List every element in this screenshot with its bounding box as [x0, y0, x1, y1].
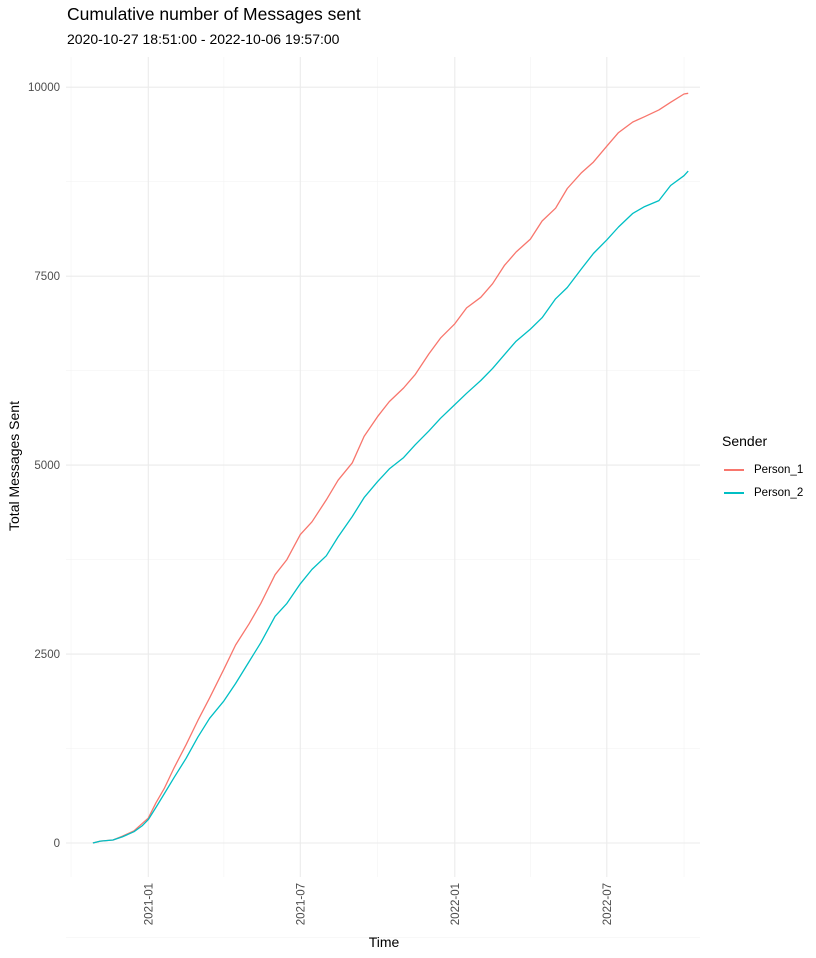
- x-tick-label: 2021-01: [143, 883, 155, 925]
- legend: Sender Person_1 Person_2: [722, 433, 803, 504]
- grid-major: [66, 57, 700, 877]
- y-tick-labels: 0 2500 5000 7500 10000: [28, 82, 60, 850]
- y-tick-label: 7500: [34, 271, 60, 283]
- chart-subtitle: 2020-10-27 18:51:00 - 2022-10-06 19:57:0…: [67, 31, 340, 47]
- series-line-person-2: [92, 170, 689, 844]
- series-line-person-1: [92, 92, 689, 844]
- x-tick-label: 2021-07: [295, 883, 307, 925]
- y-tick-label: 10000: [28, 82, 60, 94]
- x-tick-labels: 2021-01 2021-07 2022-01 2022-07: [143, 883, 613, 925]
- y-tick-label: 5000: [34, 460, 60, 472]
- legend-label-person-1: Person_1: [754, 463, 804, 476]
- grid-minor: [66, 57, 700, 938]
- y-tick-label: 0: [54, 838, 60, 850]
- legend-title: Sender: [722, 433, 768, 449]
- series-lines: [92, 92, 689, 844]
- chart-title: Cumulative number of Messages sent: [67, 4, 361, 24]
- legend-key-person-2: [724, 491, 744, 494]
- y-tick-label: 2500: [34, 649, 60, 661]
- x-axis-label: Time: [369, 934, 400, 950]
- legend-item-person-2: Person_2: [722, 481, 803, 504]
- legend-key-person-1: [724, 468, 744, 471]
- legend-item-person-1: Person_1: [722, 458, 803, 481]
- legend-label-person-2: Person_2: [754, 486, 804, 499]
- x-tick-label: 2022-07: [602, 883, 614, 925]
- x-tick-label: 2022-01: [450, 883, 462, 925]
- y-axis-label: Total Messages Sent: [6, 401, 22, 531]
